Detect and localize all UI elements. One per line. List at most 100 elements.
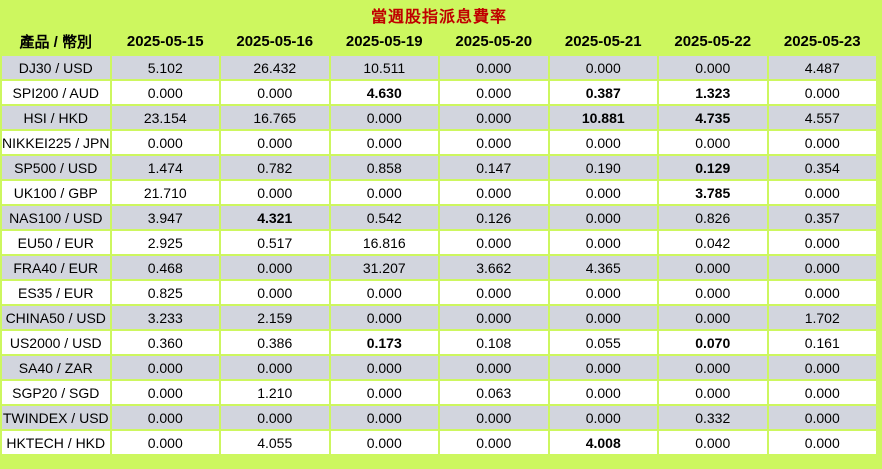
rate-cell: 0.055 (549, 331, 657, 354)
rate-cell: 0.000 (330, 381, 438, 404)
rate-cell: 0.000 (549, 181, 657, 204)
rate-cell: 0.000 (330, 281, 438, 304)
rate-cell: 4.487 (768, 56, 876, 79)
date-column-header: 2025-05-20 (455, 33, 533, 50)
rate-cell: 0.000 (549, 231, 657, 254)
rate-cell: 0.042 (659, 231, 767, 254)
rate-cell: 0.000 (659, 131, 767, 154)
rate-cell: 4.557 (768, 106, 876, 129)
date-column-header: 2025-05-16 (236, 33, 314, 50)
rate-cell: 0.000 (549, 56, 657, 79)
rate-cell: 26.432 (221, 56, 329, 79)
product-cell: HKTECH / HKD (2, 431, 110, 454)
rate-cell: 23.154 (111, 106, 219, 129)
rate-cell: 0.000 (768, 431, 876, 454)
rate-cell: 1.323 (659, 81, 767, 104)
header-row: 產品 / 幣別 2025-05-15 2025-05-16 2025-05-19 20… (2, 29, 876, 54)
date-column-header: 2025-05-22 (674, 33, 752, 50)
rate-cell: 0.108 (440, 331, 548, 354)
rate-cell: 0.000 (440, 56, 548, 79)
product-cell: FRA40 / EUR (2, 256, 110, 279)
rate-cell: 0.000 (549, 306, 657, 329)
rate-cell: 21.710 (111, 181, 219, 204)
rate-cell: 4.630 (330, 81, 438, 104)
rate-cell: 3.662 (440, 256, 548, 279)
rate-cell: 0.000 (330, 356, 438, 379)
rate-cell: 0.000 (549, 406, 657, 429)
rate-cell: 5.102 (111, 56, 219, 79)
product-cell: DJ30 / USD (2, 56, 110, 79)
rate-cell: 0.000 (549, 381, 657, 404)
product-cell: TWINDEX / USD (2, 406, 110, 429)
rate-cell: 0.000 (440, 406, 548, 429)
rate-cell: 0.000 (768, 381, 876, 404)
rate-cell: 0.000 (221, 131, 329, 154)
rate-cell: 16.816 (330, 231, 438, 254)
rate-cell: 0.354 (768, 156, 876, 179)
dividend-rate-table: 當週股指派息費率 產品 / 幣別 2025-05-15 2025-05-16 202… (2, 2, 876, 454)
product-cell: ES35 / EUR (2, 281, 110, 304)
rate-cell: 0.000 (440, 81, 548, 104)
rate-cell: 0.000 (330, 406, 438, 429)
rate-cell: 0.360 (111, 331, 219, 354)
rate-cell: 0.000 (768, 81, 876, 104)
rate-cell: 0.000 (440, 181, 548, 204)
rate-cell: 4.055 (221, 431, 329, 454)
table-row: NAS100 / USD 3.947 4.321 0.542 0.126 0.000 0.8… (2, 206, 876, 229)
rate-cell: 0.000 (330, 181, 438, 204)
table-row: SA40 / ZAR 0.000 0.000 0.000 0.000 0.000 0.000… (2, 356, 876, 379)
rate-cell: 0.517 (221, 231, 329, 254)
rate-cell: 0.000 (768, 406, 876, 429)
rate-cell: 0.000 (549, 281, 657, 304)
rate-cell: 0.000 (330, 131, 438, 154)
product-cell: SP500 / USD (2, 156, 110, 179)
rate-cell: 0.000 (330, 431, 438, 454)
rate-cell: 2.925 (111, 231, 219, 254)
rate-cell: 0.000 (111, 81, 219, 104)
rate-cell: 0.000 (659, 381, 767, 404)
rate-cell: 0.000 (111, 406, 219, 429)
date-column-header: 2025-05-19 (345, 33, 423, 50)
rate-cell: 0.000 (549, 131, 657, 154)
table-row: HKTECH / HKD 0.000 4.055 0.000 0.000 4.008 0.0… (2, 431, 876, 454)
rate-cell: 0.825 (111, 281, 219, 304)
rate-cell: 0.000 (440, 131, 548, 154)
rate-cell: 0.000 (111, 431, 219, 454)
rate-cell: 0.387 (549, 81, 657, 104)
rate-cell: 0.000 (768, 181, 876, 204)
product-cell: NIKKEI225 / JPN (2, 131, 110, 154)
table-row: SP500 / USD 1.474 0.782 0.858 0.147 0.190 0.12… (2, 156, 876, 179)
rate-cell: 0.000 (659, 431, 767, 454)
table-row: SPI200 / AUD 0.000 0.000 4.630 0.000 0.387 1.3… (2, 81, 876, 104)
product-currency-header: 產品 / 幣別 (19, 34, 92, 51)
rate-cell: 0.000 (111, 131, 219, 154)
rate-cell: 2.159 (221, 306, 329, 329)
rate-cell: 0.000 (330, 106, 438, 129)
rate-cell: 1.702 (768, 306, 876, 329)
table-row: US2000 / USD 0.360 0.386 0.173 0.108 0.055 0.0… (2, 331, 876, 354)
rate-cell: 10.511 (330, 56, 438, 79)
rate-cell: 0.000 (659, 281, 767, 304)
rate-cell: 0.332 (659, 406, 767, 429)
rate-cell: 0.357 (768, 206, 876, 229)
page-title: 當週股指派息費率 (370, 9, 507, 26)
rate-cell: 16.765 (221, 106, 329, 129)
title-row: 當週股指派息費率 (2, 2, 876, 27)
rate-cell: 1.474 (111, 156, 219, 179)
rate-cell: 0.000 (221, 406, 329, 429)
product-cell: US2000 / USD (2, 331, 110, 354)
table-row: UK100 / GBP 21.710 0.000 0.000 0.000 0.000 3.7… (2, 181, 876, 204)
rate-cell: 0.000 (440, 431, 548, 454)
rate-cell: 0.000 (221, 81, 329, 104)
rate-cell: 0.000 (659, 306, 767, 329)
rate-cell: 0.000 (221, 281, 329, 304)
table-row: TWINDEX / USD 0.000 0.000 0.000 0.000 0.000 0.… (2, 406, 876, 429)
rate-cell: 0.000 (768, 231, 876, 254)
product-cell: SPI200 / AUD (2, 81, 110, 104)
product-cell: HSI / HKD (2, 106, 110, 129)
product-cell: CHINA50 / USD (2, 306, 110, 329)
product-cell: UK100 / GBP (2, 181, 110, 204)
rate-cell: 4.735 (659, 106, 767, 129)
rate-cell: 0.386 (221, 331, 329, 354)
table-row: CHINA50 / USD 3.233 2.159 0.000 0.000 0.000 0.… (2, 306, 876, 329)
